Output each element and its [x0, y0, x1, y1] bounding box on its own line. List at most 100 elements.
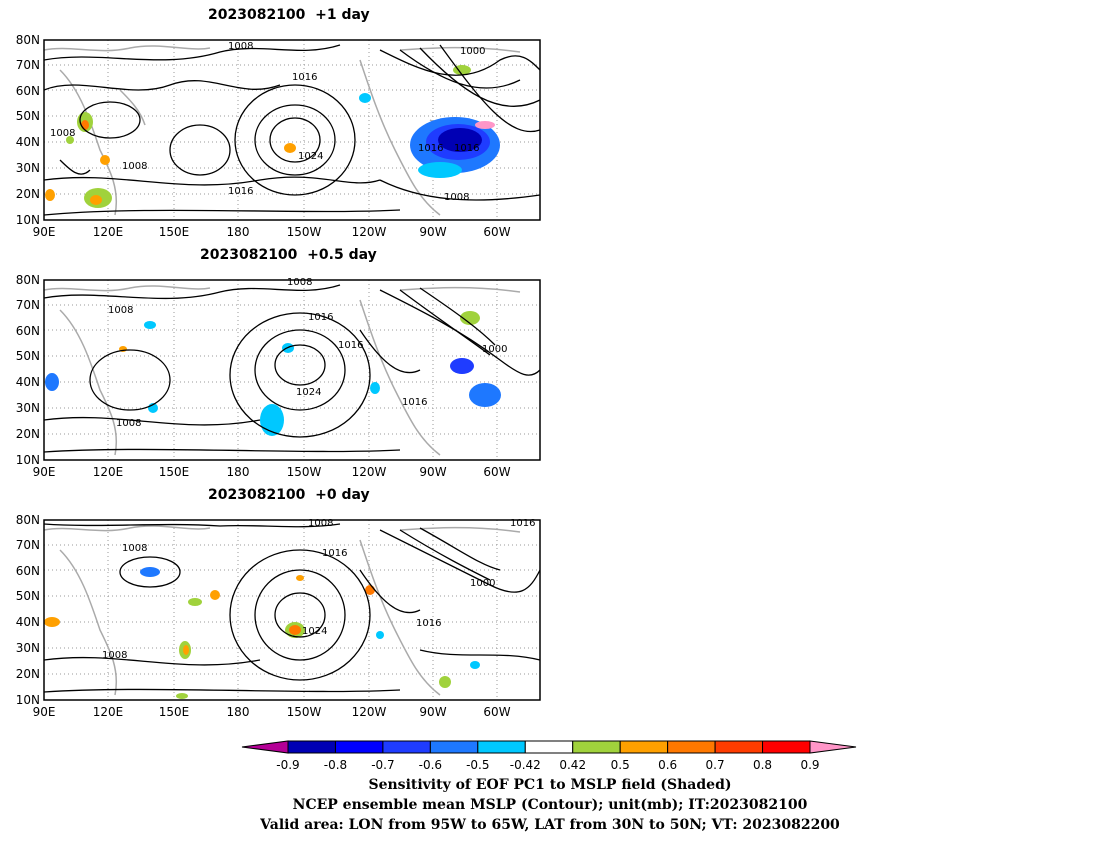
lat-tick-label: 20N	[16, 667, 40, 681]
colorbar-box	[524, 740, 574, 754]
lat-tick-label: 30N	[16, 641, 40, 655]
isobar-label: 1016	[228, 186, 253, 197]
lat-tick-label: 80N	[16, 33, 40, 47]
colorbar-box	[619, 740, 669, 754]
isobar-label: 1016	[416, 618, 441, 629]
colorbar-boxes	[287, 740, 811, 754]
isobar-label: 1016	[454, 143, 479, 154]
colorbar-box	[762, 740, 811, 754]
colorbar-box	[572, 740, 621, 754]
colorbar-tick-label: -0.6	[419, 758, 442, 772]
caption-line-2: NCEP ensemble mean MSLP (Contour); unit(…	[292, 797, 808, 813]
colorbar-tick-label: 0.42	[559, 758, 586, 772]
panel-2-frame	[43, 279, 541, 461]
colorbar-box	[334, 740, 384, 754]
isobar-label: 1008	[122, 161, 147, 172]
lon-tick-label: 120E	[93, 225, 124, 239]
lon-tick-label: 150E	[159, 465, 190, 479]
isobar-label: 1000	[460, 46, 485, 57]
isobar-label: 1016	[418, 143, 443, 154]
lon-tick-label: 90E	[33, 465, 56, 479]
lon-tick-label: 180	[227, 225, 250, 239]
lat-tick-label: 50N	[16, 349, 40, 363]
colorbar-box	[287, 740, 336, 754]
panel-1-isobar-labels: 1008 1000 1016 1008 1008 1024 1016 1016 …	[50, 41, 485, 203]
panel-2-lon-axis: 90E 120E 150E 180 150W 120W 90W 60W	[33, 465, 511, 479]
colorbar-tick-label: -0.8	[324, 758, 347, 772]
lat-tick-label: 70N	[16, 298, 40, 312]
panel-3-isobar-labels: 1008 1016 1008 1016 1000 1024 1016 1008	[102, 518, 535, 661]
lat-tick-label: 80N	[16, 513, 40, 527]
caption-line-3: Valid area: LON from 95W to 65W, LAT fro…	[260, 817, 840, 833]
panel-3-shading	[44, 567, 480, 699]
isobar-label: 1000	[482, 344, 507, 355]
lat-tick-label: 70N	[16, 58, 40, 72]
panel-2-isobar-labels: 1008 1008 1016 1016 1000 1024 1016 1008	[108, 277, 507, 429]
colorbar-tick-label: -0.9	[276, 758, 299, 772]
lat-tick-label: 10N	[16, 213, 40, 227]
isobar-label: 1024	[302, 626, 327, 637]
lat-tick-label: 40N	[16, 135, 40, 149]
isobar-label: 1008	[308, 518, 333, 529]
panel-2-contours	[43, 284, 541, 453]
colorbar-box	[429, 740, 479, 754]
lat-tick-label: 20N	[16, 427, 40, 441]
panel-2-lat-axis: 80N 70N 60N 50N 40N 30N 20N 10N	[16, 273, 40, 467]
lat-tick-label: 30N	[16, 161, 40, 175]
panel-1-title: 2023082100 +1 day	[208, 7, 370, 23]
isobar-label: 1016	[308, 312, 333, 323]
isobar-label: 1008	[116, 418, 141, 429]
isobar-label: 1000	[470, 578, 495, 589]
lon-tick-label: 120E	[93, 465, 124, 479]
lat-tick-label: 50N	[16, 109, 40, 123]
colorbar-box	[382, 740, 431, 754]
colorbar-tick-label: 0.6	[658, 758, 677, 772]
colorbar-labels: -0.9 -0.8 -0.7 -0.6 -0.5 -0.42 0.42 0.5 0.6 0.7 0.…	[276, 758, 819, 772]
lat-tick-label: 30N	[16, 401, 40, 415]
panel-1-gridlines	[44, 40, 540, 220]
lat-tick-label: 60N	[16, 324, 40, 338]
panel-2-map: 1008 1008 1016 1016 1000 1024 1016 1008 …	[16, 273, 541, 479]
lon-tick-label: 90E	[33, 225, 56, 239]
lon-tick-label: 90E	[33, 705, 56, 719]
colorbar-tick-label: 0.8	[753, 758, 772, 772]
lon-tick-label: 90W	[419, 705, 446, 719]
colorbar-tick-label: 0.5	[611, 758, 630, 772]
lon-tick-label: 90W	[419, 225, 446, 239]
panel-2-shading	[45, 311, 501, 436]
lat-tick-label: 80N	[16, 273, 40, 287]
panel-2-coastlines	[43, 285, 521, 456]
panel-3-lat-axis: 80N 70N 60N 50N 40N 30N 20N 10N	[16, 513, 40, 707]
isobar-label: 1008	[50, 128, 75, 139]
isobar-label: 1024	[296, 387, 321, 398]
colorbar: -0.9 -0.8 -0.7 -0.6 -0.5 -0.42 0.42 0.5 0.6 0.7 0.…	[241, 740, 857, 772]
lon-tick-label: 60W	[483, 225, 510, 239]
lat-tick-label: 20N	[16, 187, 40, 201]
lon-tick-label: 60W	[483, 465, 510, 479]
isobar-label: 1016	[510, 518, 535, 529]
lon-tick-label: 120W	[352, 705, 387, 719]
panel-1-contours	[43, 44, 541, 216]
lat-tick-label: 40N	[16, 615, 40, 629]
isobar-label: 1008	[108, 305, 133, 316]
isobar-label: 1016	[292, 72, 317, 83]
colorbar-tick-label: 0.7	[706, 758, 725, 772]
lat-tick-label: 60N	[16, 84, 40, 98]
lon-tick-label: 120E	[93, 705, 124, 719]
colorbar-tick-label: 0.9	[800, 758, 819, 772]
caption-line-1: Sensitivity of EOF PC1 to MSLP field (Sh…	[368, 777, 732, 793]
panel-1-coastlines	[43, 45, 521, 216]
colorbar-tick-label: -0.7	[371, 758, 394, 772]
lat-tick-label: 10N	[16, 453, 40, 467]
lat-tick-label: 50N	[16, 589, 40, 603]
lon-tick-label: 150W	[287, 225, 322, 239]
lat-tick-label: 70N	[16, 538, 40, 552]
lat-tick-label: 40N	[16, 375, 40, 389]
colorbar-box	[667, 740, 716, 754]
colorbar-box	[477, 740, 526, 754]
panel-1-lon-axis: 90E 120E 150E 180 150W 120W 90W 60W	[33, 225, 511, 239]
panel-1-frame	[43, 39, 541, 221]
panel-1-map: 1008 1000 1016 1008 1008 1024 1016 1016 …	[16, 33, 541, 239]
lon-tick-label: 150W	[287, 705, 322, 719]
lat-tick-label: 60N	[16, 564, 40, 578]
